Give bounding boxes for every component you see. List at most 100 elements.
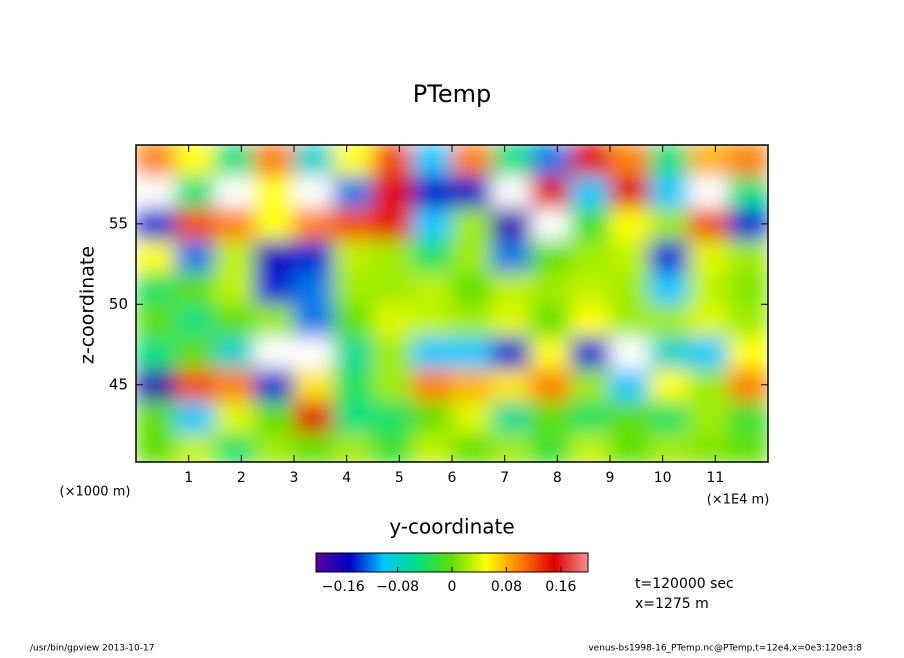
x-axis-label: y-coordinate bbox=[389, 515, 514, 539]
cell bbox=[254, 368, 295, 402]
cell bbox=[649, 368, 690, 402]
cell bbox=[254, 239, 295, 273]
cell bbox=[175, 271, 216, 305]
colorbar-tick-label: 0.08 bbox=[491, 579, 522, 595]
cell bbox=[254, 175, 295, 209]
cell bbox=[530, 271, 571, 305]
cell bbox=[570, 400, 611, 434]
cell bbox=[175, 239, 216, 273]
field bbox=[136, 145, 768, 462]
x-tick-label: 1 bbox=[184, 470, 193, 486]
x-tick-label: 6 bbox=[448, 470, 457, 486]
x-tick-label: 3 bbox=[290, 470, 299, 486]
cell bbox=[214, 271, 255, 305]
footer: venus-bs1998-16_PTemp.nc@PTemp,t=12e4,x=… bbox=[588, 644, 862, 654]
cell bbox=[451, 271, 492, 305]
cell bbox=[293, 239, 334, 273]
cell bbox=[136, 335, 176, 370]
x-tick-label: 11 bbox=[706, 470, 724, 486]
cell bbox=[254, 145, 295, 177]
cell bbox=[136, 239, 176, 273]
cell bbox=[609, 175, 650, 209]
cell bbox=[333, 271, 374, 305]
cell bbox=[491, 175, 532, 209]
cell bbox=[688, 175, 729, 209]
cell bbox=[214, 207, 255, 241]
colorbar-tick-label: −0.08 bbox=[376, 579, 419, 595]
y-axis-label: z-coordinate bbox=[77, 246, 99, 364]
cell bbox=[609, 432, 650, 462]
cell bbox=[649, 271, 690, 305]
cell bbox=[491, 145, 532, 177]
cell bbox=[451, 145, 492, 177]
cell bbox=[491, 303, 532, 337]
cell bbox=[728, 400, 768, 434]
cell bbox=[688, 368, 729, 402]
x-tick-label: 5 bbox=[395, 470, 404, 486]
cell bbox=[254, 271, 295, 305]
cell bbox=[175, 303, 216, 337]
colorbar-tick-label: 0.16 bbox=[545, 579, 576, 595]
cell bbox=[412, 271, 453, 305]
y-tick-label: 55 bbox=[109, 214, 128, 232]
cell bbox=[412, 400, 453, 434]
cell bbox=[136, 400, 176, 434]
cell bbox=[372, 400, 413, 434]
cell bbox=[412, 303, 453, 337]
cell bbox=[412, 432, 453, 462]
cell bbox=[649, 400, 690, 434]
cell bbox=[688, 145, 729, 177]
cell bbox=[333, 432, 374, 462]
cell bbox=[451, 207, 492, 241]
cell bbox=[728, 432, 768, 462]
cell bbox=[372, 145, 413, 177]
cell bbox=[688, 271, 729, 305]
cell bbox=[372, 207, 413, 241]
cell bbox=[530, 400, 571, 434]
cell bbox=[728, 271, 768, 305]
cell bbox=[649, 145, 690, 177]
cell bbox=[491, 368, 532, 402]
x-tick-label: 2 bbox=[237, 470, 246, 486]
cell bbox=[293, 271, 334, 305]
cell bbox=[491, 432, 532, 462]
cell bbox=[491, 207, 532, 241]
cell bbox=[372, 239, 413, 273]
cell bbox=[136, 271, 176, 305]
cell bbox=[649, 239, 690, 273]
cell bbox=[570, 239, 611, 273]
cell bbox=[175, 145, 216, 177]
colorbar-tick-label: −0.16 bbox=[322, 579, 365, 595]
cell bbox=[688, 335, 729, 370]
cell bbox=[254, 400, 295, 434]
colorbar-tick-label: 0 bbox=[448, 579, 457, 595]
cell bbox=[530, 368, 571, 402]
cell bbox=[293, 335, 334, 370]
cell bbox=[136, 432, 176, 462]
cell bbox=[688, 432, 729, 462]
cell bbox=[333, 400, 374, 434]
cell bbox=[609, 239, 650, 273]
cell bbox=[688, 207, 729, 241]
cell bbox=[372, 335, 413, 370]
cell bbox=[491, 271, 532, 305]
cell bbox=[136, 303, 176, 337]
cell bbox=[214, 400, 255, 434]
cell bbox=[175, 207, 216, 241]
cell bbox=[293, 400, 334, 434]
cell bbox=[649, 432, 690, 462]
cell bbox=[372, 303, 413, 337]
x-tick-label: 8 bbox=[553, 470, 562, 486]
cell bbox=[293, 175, 334, 209]
plot-area bbox=[136, 145, 768, 462]
cell bbox=[293, 303, 334, 337]
chart-title: PTemp bbox=[413, 80, 491, 108]
cell bbox=[372, 432, 413, 462]
cell bbox=[570, 271, 611, 305]
cell bbox=[609, 335, 650, 370]
cell bbox=[609, 145, 650, 177]
cell bbox=[530, 432, 571, 462]
cell bbox=[451, 175, 492, 209]
cell bbox=[175, 368, 216, 402]
